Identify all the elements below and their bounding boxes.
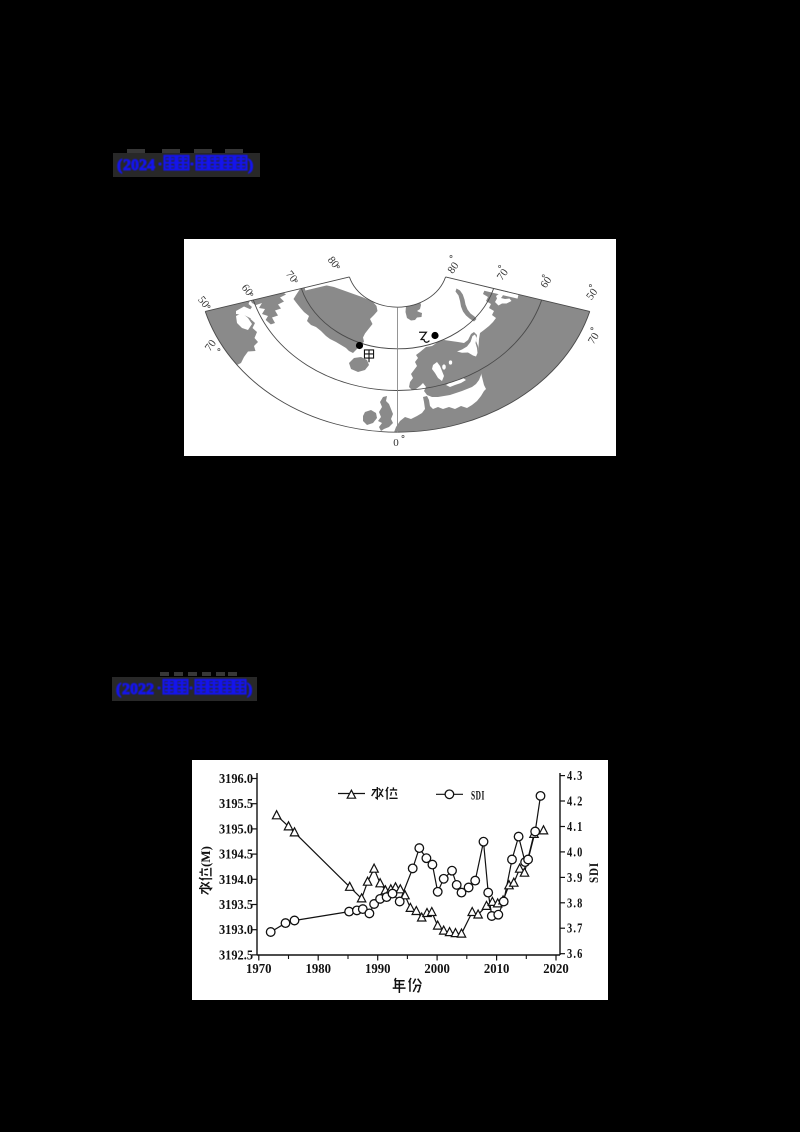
svg-text:80: 80 (325, 254, 342, 270)
svg-text:3.8: 3.8 (567, 895, 584, 910)
svg-text:3195.5: 3195.5 (219, 796, 253, 811)
svg-text:(M): (M) (198, 846, 213, 867)
svg-text:3.9: 3.9 (567, 870, 584, 885)
svg-text:60: 60 (239, 282, 256, 298)
svg-text:80: 80 (445, 260, 461, 276)
svg-text:3194.5: 3194.5 (219, 847, 253, 862)
svg-text:1970: 1970 (246, 962, 271, 977)
svg-text:3.7: 3.7 (567, 921, 584, 936)
svg-text:4.1: 4.1 (567, 819, 584, 834)
svg-text:SDI: SDI (586, 862, 601, 883)
svg-text:2010: 2010 (484, 962, 510, 977)
svg-text:SDI: SDI (471, 788, 485, 803)
svg-text:50: 50 (584, 286, 600, 302)
svg-text:4.3: 4.3 (567, 768, 584, 783)
svg-text:0: 0 (393, 437, 399, 449)
svg-text:): ) (248, 157, 253, 174)
svg-text:3196.0: 3196.0 (219, 771, 253, 786)
svg-text:3193.5: 3193.5 (219, 897, 253, 912)
svg-text:): ) (247, 681, 252, 698)
svg-text:4.2: 4.2 (567, 794, 584, 809)
svg-text:3195.0: 3195.0 (219, 821, 253, 836)
svg-text:70: 70 (495, 266, 511, 282)
svg-text:4.0: 4.0 (567, 844, 584, 859)
svg-text:1990: 1990 (365, 962, 391, 977)
svg-text:(: ( (117, 157, 122, 174)
svg-text:2024: 2024 (123, 157, 155, 174)
svg-text:3194.0: 3194.0 (219, 872, 253, 887)
svg-text:60: 60 (538, 274, 554, 290)
svg-text:70: 70 (283, 269, 300, 285)
svg-text:70: 70 (203, 337, 219, 353)
svg-text:50: 50 (195, 294, 212, 310)
svg-text:2020: 2020 (543, 962, 569, 977)
svg-text:2000: 2000 (424, 962, 450, 977)
svg-text:3193.0: 3193.0 (219, 922, 253, 937)
svg-text:70: 70 (586, 330, 602, 346)
svg-text:1980: 1980 (305, 962, 331, 977)
svg-text:3192.5: 3192.5 (219, 947, 253, 962)
svg-text:2022: 2022 (122, 681, 154, 698)
svg-text:(: ( (116, 681, 121, 698)
svg-text:3.6: 3.6 (567, 946, 584, 961)
